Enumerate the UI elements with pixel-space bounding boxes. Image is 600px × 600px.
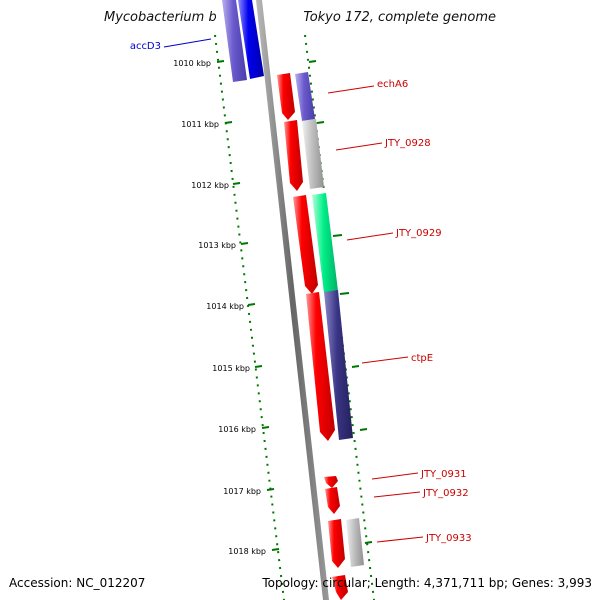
label-JTY_0932: JTY_0932 [422, 488, 469, 499]
leader-JTY_0931 [371, 472, 419, 480]
tick-1018 [271, 548, 280, 551]
tick-1011 [224, 121, 233, 124]
label-echA6: echA6 [377, 79, 408, 90]
accession-label: Accession: NC_012207 [9, 576, 146, 590]
topology-label: Topology: circular; Length: 4,371,711 bp… [262, 576, 592, 590]
label-JTY_0928: JTY_0928 [384, 138, 431, 149]
leader-echA6 [327, 85, 375, 94]
tick-label-1014: 1014 kbp [206, 302, 244, 311]
label-ctpE: ctpE [411, 353, 433, 364]
label-JTY_0931: JTY_0931 [420, 469, 467, 480]
tick-1017 [266, 488, 275, 491]
tick-label-1017: 1017 kbp [223, 487, 261, 496]
label-JTY_0929: JTY_0929 [395, 228, 442, 239]
tick-label-1011: 1011 kbp [181, 120, 219, 129]
leader-accD3 [163, 38, 212, 48]
tick-1012 [232, 182, 241, 185]
tick-label-1013: 1013 kbp [198, 241, 236, 250]
gene-JTY_0929 [293, 193, 338, 294]
gene-echA6 [277, 72, 315, 121]
tick-label-1010: 1010 kbp [173, 59, 211, 68]
tick-1016 [261, 426, 270, 429]
leader-JTY_0932 [373, 491, 421, 498]
tick-1010 [216, 60, 225, 63]
tick-1013 [240, 242, 249, 245]
gene-JTY_0928 [284, 119, 324, 191]
gene-JTY_0932 [325, 487, 340, 514]
genome-backbone [256, 0, 329, 600]
tick-label-1015: 1015 kbp [212, 364, 250, 373]
tick-label-1012: 1012 kbp [191, 181, 229, 190]
label-accD3: accD3 [130, 41, 161, 52]
gene-labels: accD3 echA6 JTY_0928 JTY_0929 ctpE JTY_0… [130, 38, 472, 544]
gene-accD3 [222, 0, 264, 82]
tick-label-1018: 1018 kbp [228, 547, 266, 556]
tick-marks: 1010 kbp 1011 kbp 1012 kbp 1013 kbp 1014… [173, 59, 373, 556]
label-JTY_0933: JTY_0933 [425, 533, 472, 544]
gene-partial-bottom [332, 575, 348, 600]
tick-1014 [247, 303, 256, 306]
leader-JTY_0928 [335, 142, 383, 151]
gene-JTY_0933 [328, 518, 364, 568]
leader-JTY_0933 [376, 536, 424, 543]
tick-label-1016: 1016 kbp [218, 425, 256, 434]
gene-JTY_0931 [324, 476, 338, 488]
tick-1015 [254, 365, 263, 368]
leader-ctpE [361, 356, 409, 364]
gene-ctpE [306, 290, 353, 441]
leader-JTY_0929 [346, 232, 394, 241]
